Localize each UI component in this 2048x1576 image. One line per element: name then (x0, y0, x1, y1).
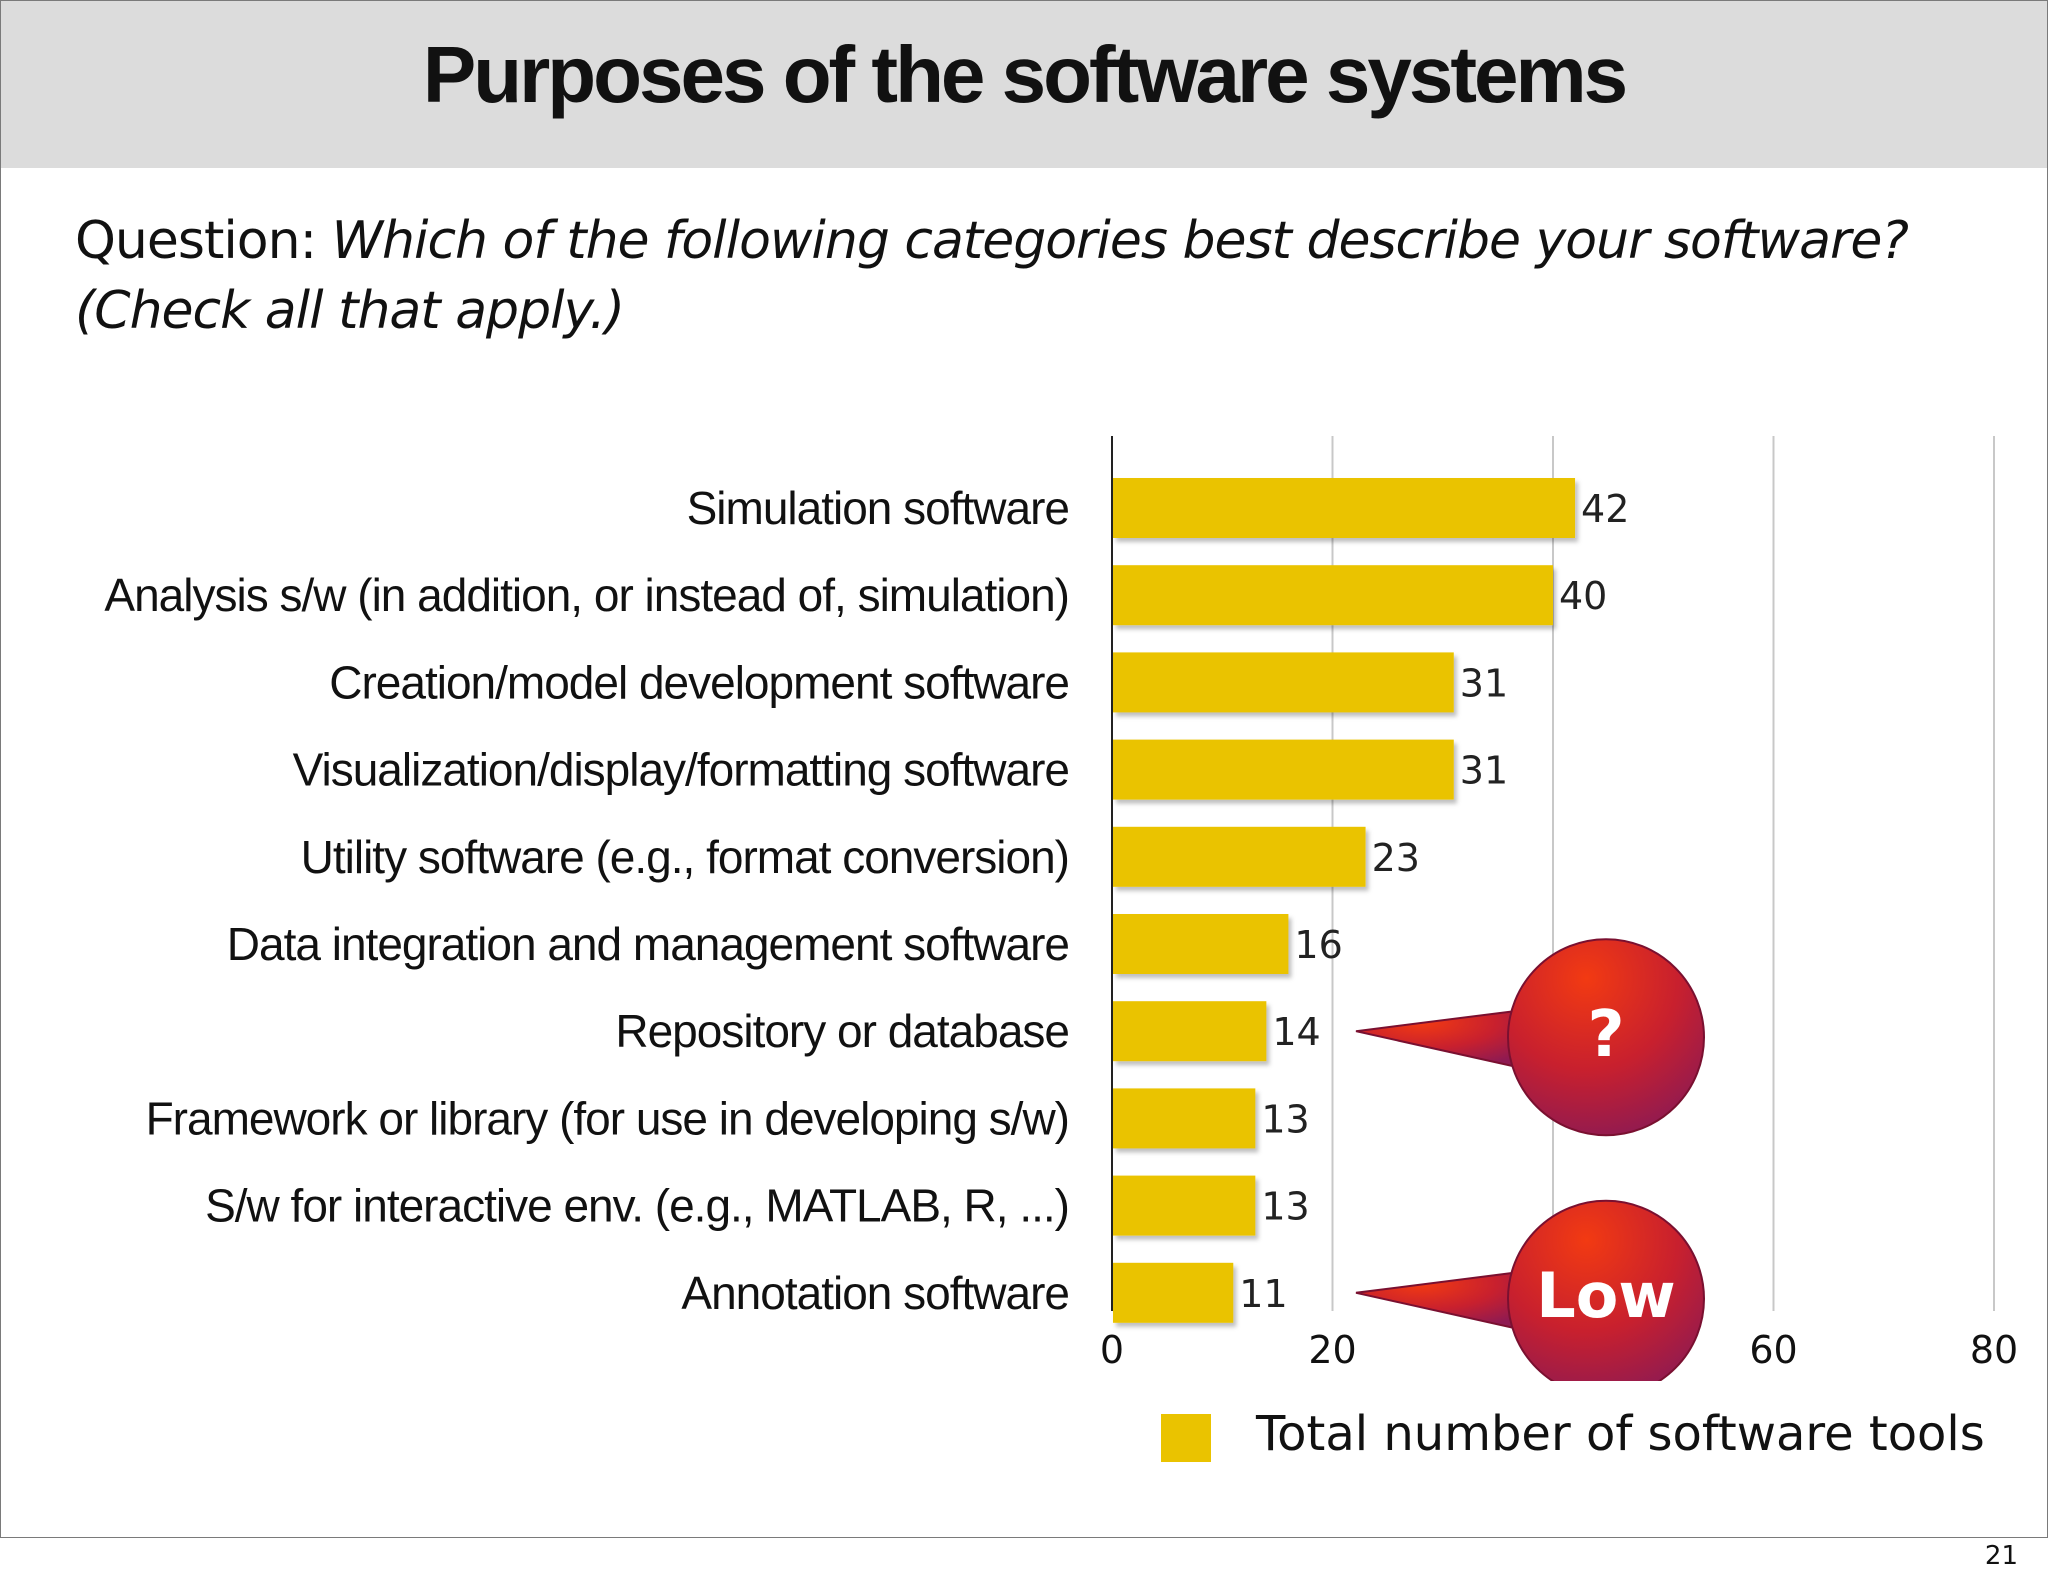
data-label: 23 (1372, 836, 1420, 880)
category-label: Utility software (e.g., format conversio… (301, 831, 1069, 883)
question-text: Question: Which of the following categor… (75, 206, 1975, 346)
bar (1113, 565, 1553, 626)
bar (1113, 914, 1289, 974)
bar (1113, 478, 1576, 538)
slide-title: Purposes of the software systems (422, 30, 1628, 119)
title-bar: Purposes of the software systems (1, 1, 2047, 168)
data-labels: 42 40 31 31 23 16 14 13 13 11 (1239, 487, 1629, 1316)
bar (1113, 1262, 1234, 1323)
bars (1113, 478, 1576, 1323)
bar (1113, 739, 1454, 800)
legend-swatch (1161, 1414, 1211, 1462)
callout-label: ? (1587, 998, 1624, 1072)
question-prefix: Question: (75, 211, 332, 271)
bar (1113, 652, 1454, 713)
legend-label: Total number of software tools (1256, 1406, 1985, 1462)
category-label: Data integration and management software (227, 918, 1069, 970)
category-label: Annotation software (681, 1267, 1069, 1319)
callout-pointer (1355, 1271, 1520, 1331)
callout-bubble: ? (1355, 938, 1705, 1137)
category-label: Creation/model development software (329, 656, 1069, 708)
callout-label: Low (1536, 1259, 1675, 1332)
bar (1113, 1001, 1267, 1062)
data-label: 14 (1272, 1010, 1320, 1054)
bar (1113, 1088, 1256, 1149)
category-label: Simulation software (687, 482, 1069, 534)
data-label: 40 (1559, 574, 1607, 618)
data-label: 11 (1239, 1272, 1287, 1316)
data-label: 31 (1460, 749, 1508, 793)
callout-circle (1507, 1199, 1705, 1381)
category-label: Framework or library (for use in develop… (146, 1092, 1069, 1144)
callout-pointer (1355, 1010, 1520, 1069)
data-label: 13 (1261, 1185, 1309, 1229)
category-label: Visualization/display/formatting softwar… (293, 744, 1069, 796)
bar (1113, 1175, 1256, 1236)
data-label: 13 (1261, 1097, 1309, 1141)
category-label: Analysis s/w (in addition, or instead of… (104, 569, 1069, 621)
x-tick-label: 0 (1100, 1328, 1124, 1372)
bar-chart: Simulation software Analysis s/w (in addi… (104, 436, 2018, 1381)
data-label: 31 (1460, 661, 1508, 705)
callout-bubble: Low (1355, 1199, 1705, 1381)
data-label: 16 (1294, 923, 1342, 967)
question-body: Which of the following categories best d… (75, 211, 1909, 341)
category-label: S/w for interactive env. (e.g., MATLAB, … (205, 1180, 1069, 1232)
x-tick-label: 20 (1308, 1328, 1356, 1372)
data-label: 42 (1581, 487, 1629, 531)
x-tick-label: 80 (1970, 1328, 2018, 1372)
category-label: Repository or database (615, 1005, 1069, 1057)
slide: Purposes of the software systems Questio… (0, 0, 2048, 1538)
category-labels: Simulation software Analysis s/w (in addi… (104, 482, 1070, 1319)
bar (1113, 826, 1366, 887)
callout-circle (1507, 938, 1705, 1137)
callouts: ? Low (1355, 938, 1705, 1381)
page-number: 21 (1984, 1541, 2018, 1571)
x-tick-label: 60 (1749, 1328, 1797, 1372)
